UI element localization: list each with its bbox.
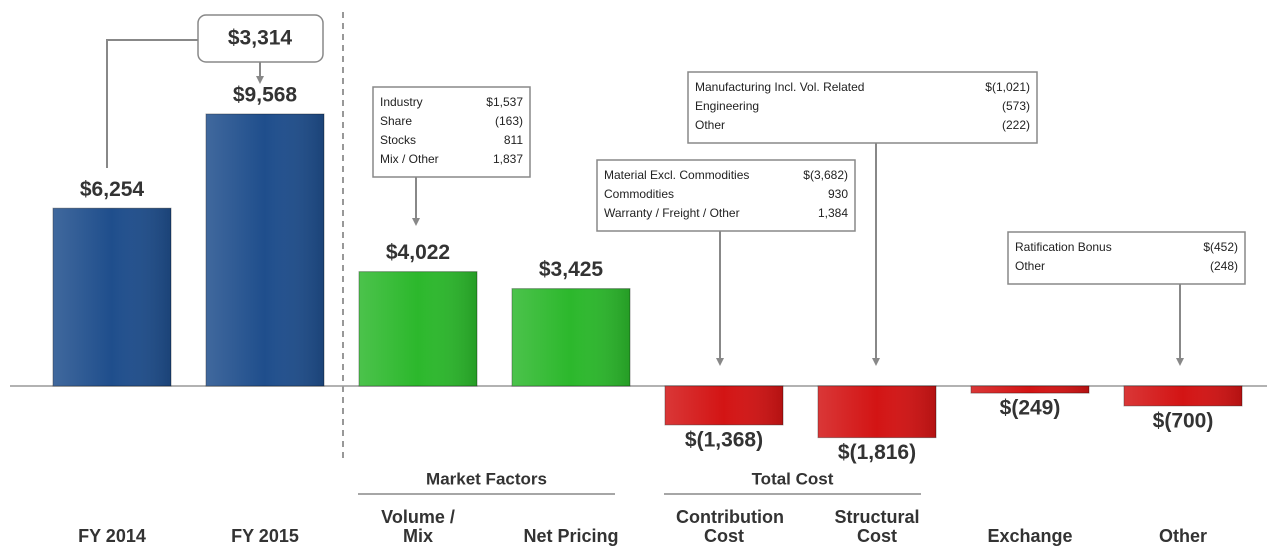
value-label: $9,568 <box>233 84 298 107</box>
bar-shine <box>818 386 936 438</box>
annotation-value: $1,537 <box>486 95 523 109</box>
annotation-item: Manufacturing Incl. Vol. Related <box>695 80 864 94</box>
bar-shine <box>971 386 1089 394</box>
annotation-item: Material Excl. Commodities <box>604 168 749 182</box>
annotation-box <box>687 71 1038 144</box>
value-label: $4,022 <box>386 241 450 264</box>
value-label: $(700) <box>1153 409 1214 432</box>
annotation-value: $(3,682) <box>803 168 848 182</box>
annotation-item: Mix / Other <box>380 152 439 166</box>
group-label: Total Cost <box>752 469 834 488</box>
annotation-item: Other <box>1015 259 1045 273</box>
annotation-item: Ratification Bonus <box>1015 240 1112 254</box>
annotation-item: Warranty / Freight / Other <box>604 206 740 220</box>
annotation-item: Stocks <box>380 133 416 147</box>
annotation-box <box>372 86 531 178</box>
value-label: $(249) <box>1000 397 1061 420</box>
group-label: Market Factors <box>426 469 547 488</box>
annotation-value: 1,837 <box>493 152 523 166</box>
x-tick-label: Exchange <box>987 526 1073 546</box>
annotation-box <box>596 159 856 232</box>
delta-connector <box>106 39 198 168</box>
annotation-box <box>1007 231 1246 285</box>
x-tick-label: Contribution Cost <box>676 507 784 546</box>
annotation-item: Commodities <box>604 187 674 201</box>
x-tick-label: Structural Cost <box>834 507 920 546</box>
value-label: $6,254 <box>80 178 145 201</box>
annotation-value: 930 <box>828 187 848 201</box>
bar-shine <box>206 114 324 386</box>
value-label: $(1,368) <box>685 428 763 451</box>
delta-label: $3,314 <box>228 27 293 50</box>
x-tick-label: Net Pricing <box>523 526 619 546</box>
annotation-item: Engineering <box>695 99 759 113</box>
bar-shine <box>512 288 630 386</box>
annotation-item: Industry <box>380 95 423 109</box>
bar-shine <box>359 271 477 386</box>
value-label: $3,425 <box>539 258 604 281</box>
x-tick-label: Other <box>1158 526 1207 546</box>
x-tick-label: FY 2014 <box>78 526 146 546</box>
annotation-value: (248) <box>1210 259 1238 273</box>
annotation-value: (222) <box>1002 118 1030 132</box>
x-tick-label: Volume / Mix <box>381 507 455 546</box>
annotation-value: (573) <box>1002 99 1030 113</box>
annotation-value: $(1,021) <box>985 80 1030 94</box>
value-label: $(1,816) <box>838 441 916 464</box>
annotation-value: (163) <box>495 114 523 128</box>
annotation-value: 1,384 <box>818 206 848 220</box>
x-tick-label: FY 2015 <box>231 526 299 546</box>
bar-shine <box>53 208 171 386</box>
bar-shine <box>1124 386 1242 406</box>
annotation-value: 811 <box>504 133 523 147</box>
annotation-item: Other <box>695 118 725 132</box>
bar-shine <box>665 386 783 425</box>
annotation-item: Share <box>380 114 412 128</box>
annotation-value: $(452) <box>1203 240 1238 254</box>
